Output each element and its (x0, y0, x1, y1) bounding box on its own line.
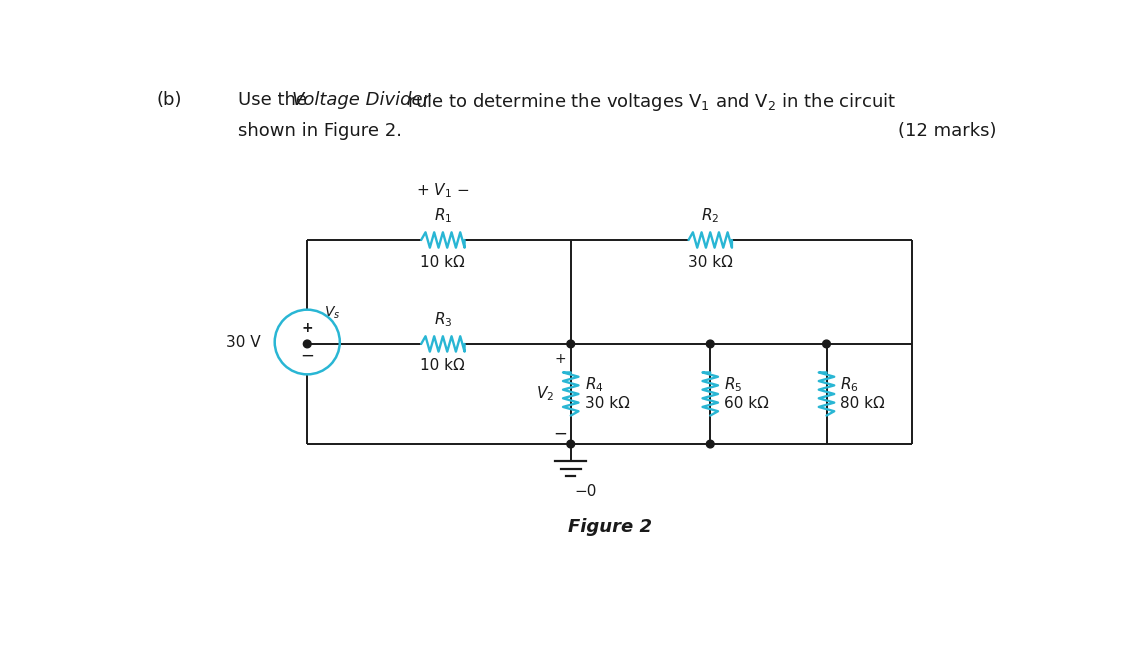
Text: 30 V: 30 V (226, 335, 261, 349)
Circle shape (304, 340, 312, 348)
Text: $R_4$: $R_4$ (585, 375, 603, 394)
Text: + $V_1$ −: + $V_1$ − (416, 182, 469, 200)
Text: Voltage Divider: Voltage Divider (291, 91, 430, 109)
Circle shape (706, 440, 714, 448)
Text: shown in Figure 2.: shown in Figure 2. (237, 122, 402, 140)
Text: Figure 2: Figure 2 (567, 518, 651, 536)
Text: 30 kΩ: 30 kΩ (585, 396, 630, 411)
Text: +: + (555, 351, 566, 366)
Circle shape (706, 340, 714, 348)
Text: +: + (302, 322, 313, 335)
Text: 10 kΩ: 10 kΩ (421, 358, 466, 373)
Text: $R_3$: $R_3$ (433, 310, 452, 329)
Text: $V_s$: $V_s$ (324, 305, 340, 321)
Text: rule to determine the voltages V$_1$ and V$_2$ in the circuit: rule to determine the voltages V$_1$ and… (402, 91, 896, 114)
Text: −0: −0 (575, 484, 597, 499)
Circle shape (822, 340, 830, 348)
Text: 30 kΩ: 30 kΩ (687, 255, 732, 271)
Text: Use the: Use the (237, 91, 313, 109)
Text: $V_2$: $V_2$ (536, 384, 554, 403)
Text: −: − (300, 347, 314, 364)
Text: (b): (b) (156, 91, 181, 109)
Text: $R_1$: $R_1$ (434, 206, 452, 225)
Text: −: − (554, 425, 567, 443)
Text: 60 kΩ: 60 kΩ (724, 396, 770, 411)
Text: $R_5$: $R_5$ (724, 375, 742, 394)
Circle shape (567, 340, 575, 348)
Text: $R_2$: $R_2$ (701, 206, 719, 225)
Circle shape (567, 440, 575, 448)
Text: $R_6$: $R_6$ (840, 375, 860, 394)
Text: 80 kΩ: 80 kΩ (840, 396, 885, 411)
Text: (12 marks): (12 marks) (899, 122, 997, 140)
Text: 10 kΩ: 10 kΩ (421, 255, 466, 271)
